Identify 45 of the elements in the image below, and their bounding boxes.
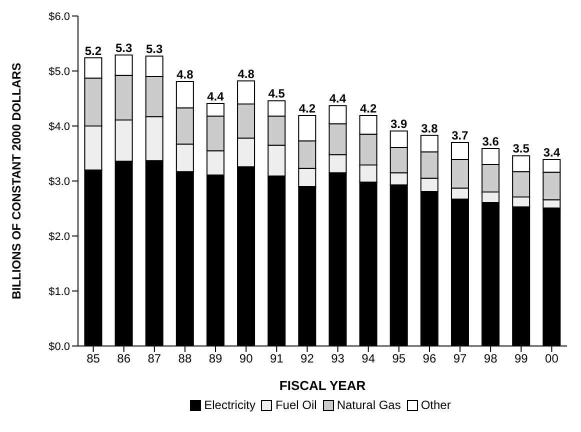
- total-label: 5.3: [146, 42, 164, 56]
- total-label: 5.2: [84, 44, 102, 58]
- legend-label: Fuel Oil: [275, 398, 317, 412]
- total-label: 4.8: [238, 66, 255, 81]
- x-tick-label: 95: [392, 352, 406, 366]
- legend-label: Natural Gas: [336, 398, 401, 412]
- x-tick-label: 86: [117, 352, 131, 366]
- x-axis-title: FISCAL YEAR: [279, 378, 366, 393]
- total-label: 4.2: [298, 102, 316, 116]
- total-label: 4.5: [268, 86, 286, 101]
- x-tick-label: 90: [239, 352, 254, 366]
- y-tick-label: $5.0: [48, 66, 70, 78]
- y-tick-label: $4.0: [48, 120, 70, 133]
- x-tick-label: 96: [422, 352, 436, 366]
- y-tick-label: $6.0: [48, 10, 70, 23]
- x-tick-label: 91: [270, 352, 284, 366]
- total-label: 3.6: [482, 134, 500, 149]
- x-tick-label: 87: [148, 352, 162, 366]
- x-tick-label: 85: [86, 352, 100, 366]
- total-label: 4.2: [360, 102, 377, 116]
- y-tick-label: $1.0: [48, 286, 70, 298]
- y-tick-label: $0.0: [48, 340, 70, 353]
- y-tick-label: $2.0: [48, 230, 70, 243]
- total-label: 3.4: [543, 146, 560, 160]
- x-tick-label: 99: [514, 352, 528, 366]
- x-tick-label: 94: [362, 352, 376, 366]
- total-label: 4.4: [329, 92, 346, 106]
- x-tick-label: 00: [545, 352, 559, 366]
- x-tick-label: 92: [300, 352, 314, 366]
- total-label: 3.5: [512, 142, 530, 156]
- x-tick-label: 89: [208, 352, 223, 366]
- y-axis-title: BILLIONS OF CONSTANT 2000 DOLLARS: [9, 62, 24, 300]
- total-label: 4.4: [207, 89, 224, 104]
- total-label: 5.3: [115, 41, 132, 56]
- total-label: 3.7: [452, 128, 469, 142]
- y-tick-label: $3.0: [48, 176, 70, 188]
- x-tick-label: 88: [178, 352, 192, 366]
- legend-label: Other: [420, 398, 451, 412]
- x-tick-label: 97: [453, 352, 468, 366]
- total-label: 3.9: [390, 116, 408, 131]
- x-tick-label: 93: [331, 352, 345, 366]
- total-label: 4.8: [176, 67, 194, 82]
- legend-label: Electricity: [204, 398, 256, 412]
- x-tick-label: 98: [484, 352, 498, 366]
- total-label: 3.8: [421, 121, 438, 136]
